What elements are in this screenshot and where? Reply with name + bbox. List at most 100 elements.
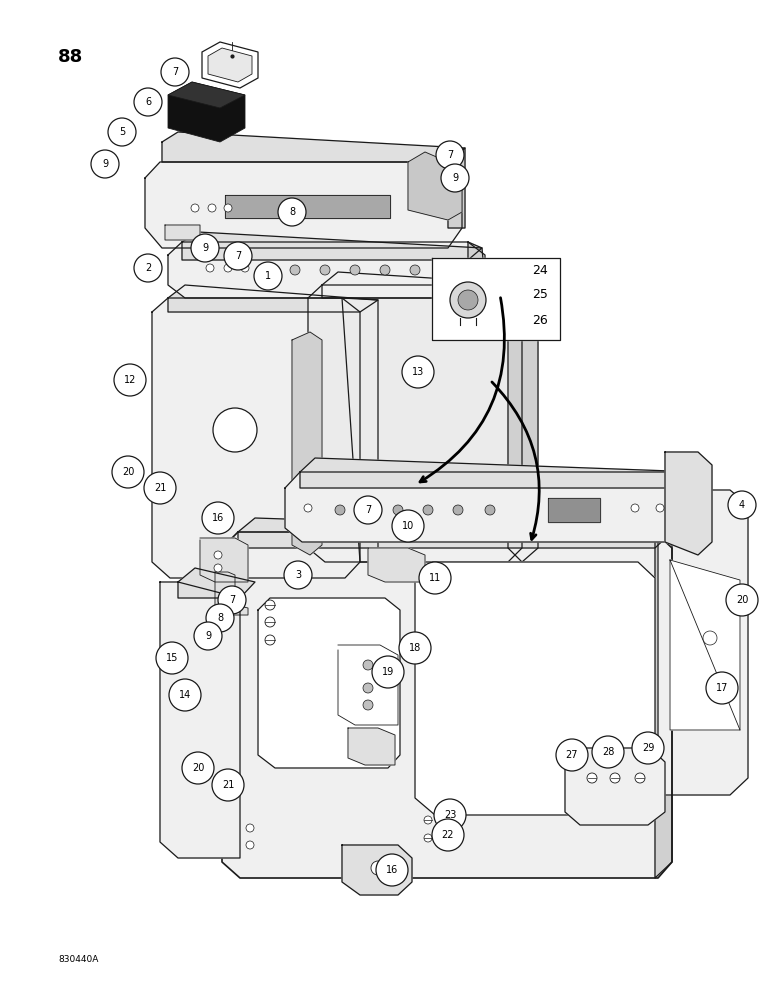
Text: 26: 26	[532, 314, 548, 326]
Text: 7: 7	[229, 595, 235, 605]
Circle shape	[191, 204, 199, 212]
Polygon shape	[565, 748, 665, 825]
Polygon shape	[168, 82, 245, 108]
Polygon shape	[342, 845, 412, 895]
Text: 16: 16	[386, 865, 398, 875]
Text: 13: 13	[412, 367, 424, 377]
Text: 88: 88	[58, 48, 83, 66]
Circle shape	[703, 631, 717, 645]
Circle shape	[206, 264, 214, 272]
Text: 23: 23	[444, 810, 456, 820]
Text: 4: 4	[739, 500, 745, 510]
Polygon shape	[160, 582, 240, 858]
Text: 20: 20	[192, 763, 204, 773]
Circle shape	[376, 854, 408, 886]
Polygon shape	[408, 152, 462, 220]
Text: 8: 8	[217, 613, 223, 623]
Polygon shape	[342, 298, 378, 562]
Circle shape	[441, 164, 469, 192]
Polygon shape	[162, 132, 465, 162]
Circle shape	[212, 769, 244, 801]
Polygon shape	[655, 532, 672, 878]
Polygon shape	[292, 332, 322, 555]
Text: 14: 14	[179, 690, 191, 700]
Circle shape	[380, 265, 390, 275]
Circle shape	[726, 584, 758, 616]
Circle shape	[241, 264, 249, 272]
Text: 27: 27	[566, 750, 578, 760]
Circle shape	[435, 265, 445, 275]
Circle shape	[194, 622, 222, 650]
Polygon shape	[168, 82, 245, 142]
Polygon shape	[208, 48, 252, 82]
Circle shape	[587, 773, 597, 783]
Circle shape	[202, 502, 234, 534]
Circle shape	[363, 683, 373, 693]
Circle shape	[372, 656, 404, 688]
Polygon shape	[222, 532, 672, 878]
Polygon shape	[668, 472, 698, 542]
Polygon shape	[168, 285, 378, 312]
Circle shape	[434, 799, 466, 831]
Text: 9: 9	[205, 631, 211, 641]
Circle shape	[393, 505, 403, 515]
Circle shape	[169, 679, 201, 711]
Circle shape	[290, 265, 300, 275]
Polygon shape	[368, 548, 425, 582]
Polygon shape	[152, 298, 360, 578]
Circle shape	[350, 265, 360, 275]
Circle shape	[278, 198, 306, 226]
Circle shape	[728, 491, 756, 519]
Polygon shape	[468, 242, 485, 282]
Polygon shape	[348, 728, 395, 765]
Text: 7: 7	[365, 505, 371, 515]
Circle shape	[556, 739, 588, 771]
Text: 21: 21	[222, 780, 234, 790]
Text: 5: 5	[119, 127, 125, 137]
Circle shape	[363, 505, 373, 515]
Text: 9: 9	[452, 173, 458, 183]
Polygon shape	[322, 272, 538, 298]
Circle shape	[363, 660, 373, 670]
Polygon shape	[200, 538, 248, 582]
Text: 16: 16	[212, 513, 224, 523]
Circle shape	[424, 834, 432, 842]
Polygon shape	[548, 498, 600, 522]
Circle shape	[371, 861, 385, 875]
Text: 7: 7	[172, 67, 178, 77]
Text: 21: 21	[154, 483, 166, 493]
Circle shape	[208, 204, 216, 212]
Circle shape	[206, 604, 234, 632]
Circle shape	[224, 242, 252, 270]
Circle shape	[450, 282, 486, 318]
Text: 3: 3	[295, 570, 301, 580]
Circle shape	[631, 504, 639, 512]
Circle shape	[214, 551, 222, 559]
Circle shape	[354, 496, 382, 524]
Text: 11: 11	[429, 573, 441, 583]
Text: 25: 25	[532, 288, 548, 302]
Text: 20: 20	[736, 595, 748, 605]
Polygon shape	[665, 452, 712, 555]
Polygon shape	[258, 598, 400, 768]
Circle shape	[419, 562, 451, 594]
Circle shape	[402, 356, 434, 388]
Circle shape	[182, 752, 214, 784]
Polygon shape	[168, 242, 485, 298]
Circle shape	[610, 773, 620, 783]
Polygon shape	[182, 232, 482, 260]
Circle shape	[424, 816, 432, 824]
Polygon shape	[432, 258, 560, 340]
Circle shape	[254, 262, 282, 290]
Text: 12: 12	[124, 375, 136, 385]
Polygon shape	[145, 162, 462, 248]
Polygon shape	[165, 225, 200, 240]
Circle shape	[363, 700, 373, 710]
Text: 17: 17	[716, 683, 729, 693]
Text: 24: 24	[532, 263, 548, 276]
Polygon shape	[658, 490, 748, 795]
Circle shape	[108, 118, 136, 146]
Text: 1: 1	[265, 271, 271, 281]
Text: 19: 19	[382, 667, 394, 677]
Text: 20: 20	[122, 467, 134, 477]
